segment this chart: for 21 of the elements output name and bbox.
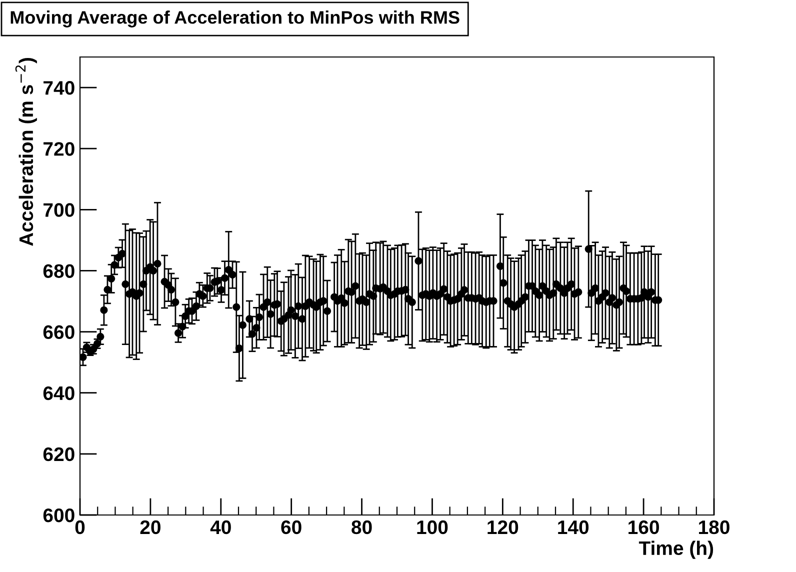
x-tick-label: 100 [417, 520, 448, 534]
y-tick-label: 720 [44, 142, 74, 156]
x-tick-label: 40 [210, 520, 231, 534]
y-tick-label: 640 [43, 386, 74, 400]
x-tick-label: 180 [699, 520, 730, 534]
y-tick-label: 680 [43, 264, 74, 278]
x-tick-label: 80 [352, 520, 372, 534]
y-tick-label: 600 [43, 508, 74, 522]
y-tick-label: 620 [43, 447, 74, 462]
y-tick-label: 740 [44, 81, 74, 95]
x-tick-label: 140 [558, 520, 589, 534]
x-tick-label: 120 [488, 520, 518, 534]
x-tick-label: 20 [140, 520, 160, 534]
chart-title: Moving Average of Acceleration to MinPos with RMS [10, 10, 460, 28]
y-tick-label: 700 [44, 203, 74, 217]
y-axis-title: Acceleration (m s$^{−2}$) [15, 58, 37, 246]
x-tick-label: 0 [75, 520, 85, 534]
y-tick-label: 660 [43, 325, 74, 340]
x-axis-title: Time (h) [638, 540, 714, 559]
x-tick-label: 160 [628, 520, 659, 534]
x-tick-label: 60 [281, 520, 302, 534]
